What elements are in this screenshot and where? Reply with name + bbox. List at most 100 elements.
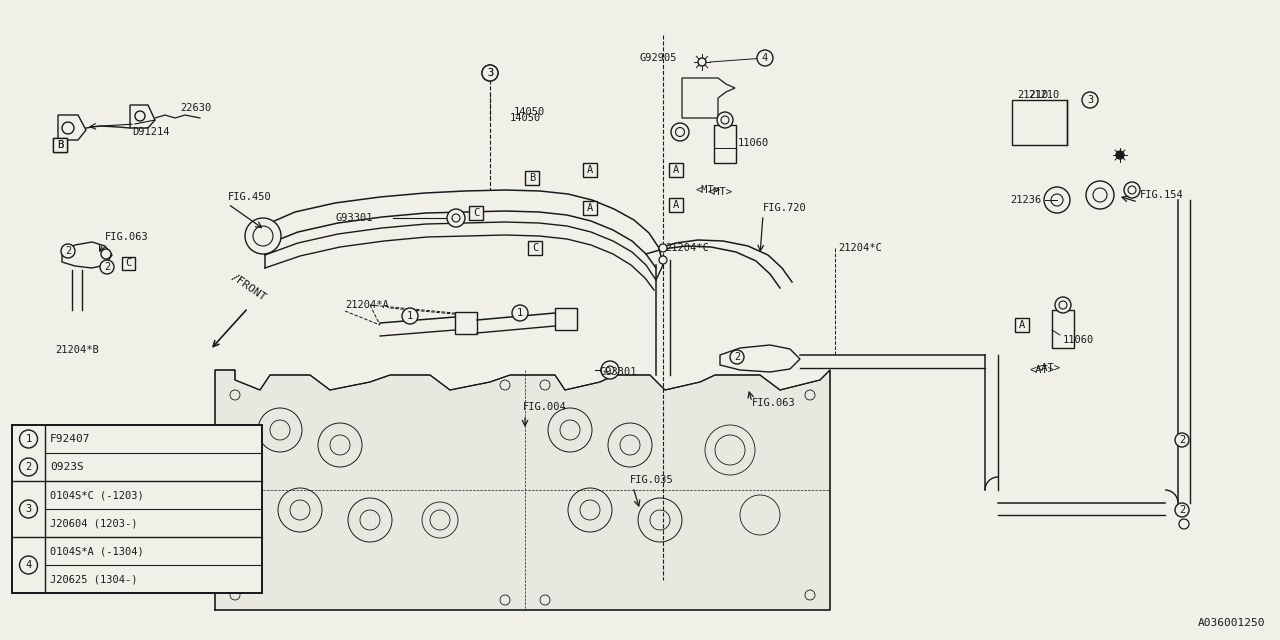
Circle shape: [19, 500, 37, 518]
Circle shape: [244, 218, 282, 254]
Circle shape: [100, 260, 114, 274]
Text: A: A: [673, 200, 680, 210]
Circle shape: [1179, 519, 1189, 529]
Text: 2: 2: [65, 246, 72, 256]
Circle shape: [659, 256, 667, 264]
Circle shape: [483, 65, 498, 81]
Text: 1: 1: [26, 434, 32, 444]
Text: 2: 2: [1179, 435, 1185, 445]
Circle shape: [1124, 182, 1140, 198]
Text: FIG.035: FIG.035: [630, 475, 673, 485]
Circle shape: [483, 65, 498, 81]
Circle shape: [101, 249, 111, 259]
Polygon shape: [61, 242, 113, 268]
Circle shape: [1085, 181, 1114, 209]
Circle shape: [1116, 151, 1124, 159]
Circle shape: [756, 50, 773, 66]
Bar: [1015, 318, 1029, 332]
PathPatch shape: [265, 190, 663, 268]
Circle shape: [659, 244, 667, 252]
Text: 21204*C: 21204*C: [838, 243, 882, 253]
Text: 21236: 21236: [1010, 195, 1041, 205]
Text: B: B: [56, 140, 63, 150]
Text: B: B: [56, 140, 63, 150]
Text: 2: 2: [26, 462, 32, 472]
Text: <MT>: <MT>: [695, 185, 719, 195]
Circle shape: [63, 247, 73, 257]
Text: 21204*A: 21204*A: [346, 300, 389, 310]
Circle shape: [402, 308, 419, 324]
Text: 3: 3: [486, 68, 493, 78]
Text: <AT>: <AT>: [1029, 365, 1053, 375]
Bar: [529, 241, 541, 255]
Text: FIG.063: FIG.063: [105, 232, 148, 242]
Polygon shape: [682, 78, 735, 118]
Text: J20604 (1203-): J20604 (1203-): [50, 518, 137, 528]
Text: <AT>: <AT>: [1036, 363, 1060, 373]
Circle shape: [1175, 433, 1189, 447]
Circle shape: [19, 556, 37, 574]
Text: G93301: G93301: [600, 367, 637, 377]
Circle shape: [486, 70, 494, 77]
Text: A: A: [586, 203, 593, 213]
Circle shape: [698, 58, 707, 66]
Text: B: B: [529, 173, 535, 183]
Bar: [525, 171, 539, 185]
Circle shape: [671, 123, 689, 141]
Text: A: A: [1019, 320, 1025, 330]
Circle shape: [512, 305, 529, 321]
Text: 4: 4: [762, 53, 768, 63]
Text: 0104S*C (-1203): 0104S*C (-1203): [50, 490, 143, 500]
Text: 4: 4: [26, 560, 32, 570]
Bar: [468, 206, 483, 220]
Bar: [1052, 310, 1074, 348]
Text: 2: 2: [104, 262, 110, 272]
Circle shape: [19, 458, 37, 476]
Text: C: C: [532, 243, 538, 253]
Bar: [52, 138, 67, 152]
Text: <MT>: <MT>: [708, 187, 733, 197]
Bar: [669, 198, 684, 212]
Circle shape: [717, 112, 733, 128]
Text: C: C: [472, 208, 479, 218]
Text: 3: 3: [1087, 95, 1093, 105]
Circle shape: [1044, 187, 1070, 213]
Circle shape: [1175, 503, 1189, 517]
Text: C: C: [125, 258, 131, 268]
Bar: [669, 163, 684, 177]
Text: A: A: [586, 165, 593, 175]
Circle shape: [730, 350, 744, 364]
Text: 11060: 11060: [739, 138, 769, 148]
Bar: [122, 257, 134, 269]
Bar: [582, 201, 596, 215]
Text: FIG.004: FIG.004: [524, 402, 567, 412]
Bar: [1012, 100, 1068, 145]
Text: 21204*B: 21204*B: [55, 345, 99, 355]
Bar: [582, 163, 596, 177]
Text: FIG.720: FIG.720: [763, 203, 806, 213]
Text: 3: 3: [26, 504, 32, 514]
Text: 21204*C: 21204*C: [666, 243, 709, 253]
PathPatch shape: [265, 222, 657, 290]
PathPatch shape: [646, 240, 792, 288]
Text: G93301: G93301: [335, 213, 372, 223]
Text: 2: 2: [1179, 505, 1185, 515]
Circle shape: [1055, 297, 1071, 313]
Text: A: A: [673, 165, 680, 175]
Text: 21210: 21210: [1018, 90, 1048, 100]
Polygon shape: [719, 345, 800, 372]
Bar: [52, 138, 67, 152]
Bar: [714, 125, 736, 163]
Circle shape: [1082, 92, 1098, 108]
Text: 11060: 11060: [1062, 335, 1094, 345]
Circle shape: [447, 209, 465, 227]
Text: 1: 1: [407, 311, 413, 321]
Polygon shape: [58, 115, 86, 140]
Text: 14050: 14050: [509, 113, 541, 123]
Text: 0104S*A (-1304): 0104S*A (-1304): [50, 546, 143, 556]
Text: 3: 3: [486, 68, 493, 78]
Circle shape: [602, 361, 620, 379]
Text: A036001250: A036001250: [1198, 618, 1265, 628]
Text: FIG.450: FIG.450: [228, 192, 271, 202]
Text: /FRONT: /FRONT: [229, 271, 268, 303]
